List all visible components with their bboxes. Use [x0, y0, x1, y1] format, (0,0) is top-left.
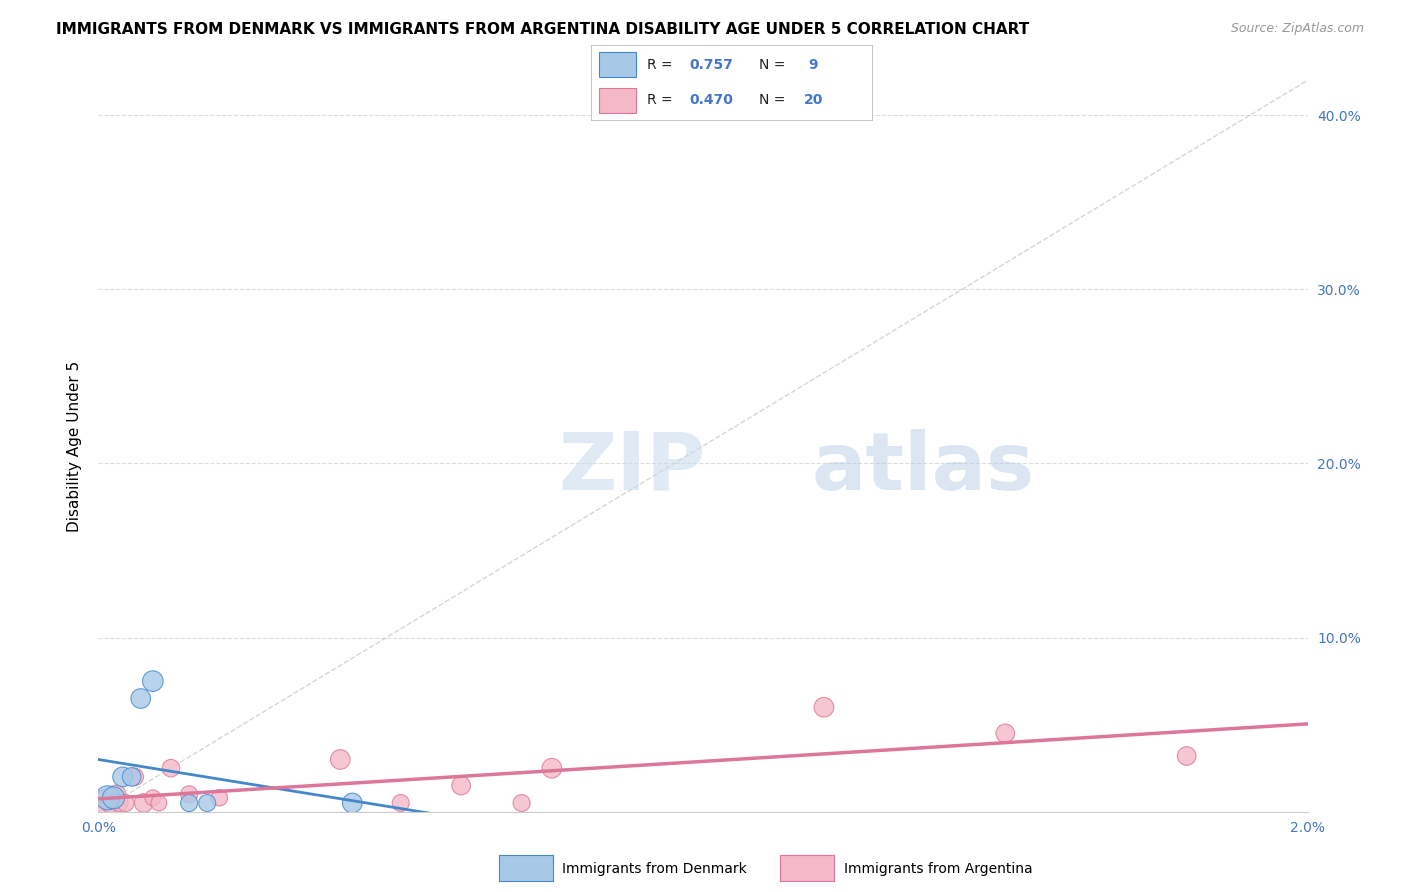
Point	[329, 752, 352, 766]
Text: N =: N =	[759, 58, 790, 71]
Point	[142, 790, 165, 805]
Point	[103, 790, 125, 805]
Point	[510, 796, 533, 810]
Point	[129, 691, 152, 706]
FancyBboxPatch shape	[599, 87, 636, 112]
Text: R =: R =	[647, 58, 676, 71]
Point	[96, 790, 118, 805]
Text: 0.757: 0.757	[689, 58, 733, 71]
Point	[208, 790, 231, 805]
Text: N =: N =	[759, 94, 790, 107]
FancyBboxPatch shape	[599, 52, 636, 78]
Point	[142, 674, 165, 689]
Point	[93, 796, 115, 810]
Point	[541, 761, 564, 775]
Point	[100, 796, 122, 810]
Point	[114, 796, 136, 810]
Point	[1175, 749, 1198, 764]
Point	[389, 796, 412, 810]
Text: 0.470: 0.470	[689, 94, 733, 107]
Point	[179, 796, 201, 810]
Point	[179, 787, 201, 801]
Text: Source: ZipAtlas.com: Source: ZipAtlas.com	[1230, 22, 1364, 36]
Text: 20: 20	[804, 94, 824, 107]
Point	[195, 796, 218, 810]
Point	[813, 700, 835, 714]
Point	[111, 770, 134, 784]
Text: Immigrants from Denmark: Immigrants from Denmark	[562, 862, 747, 876]
Point	[132, 796, 155, 810]
Text: ZIP: ZIP	[558, 429, 706, 507]
Point	[108, 796, 131, 810]
Point	[148, 796, 170, 810]
Point	[160, 761, 183, 775]
Point	[994, 726, 1017, 740]
Point	[342, 796, 364, 810]
Text: 9: 9	[804, 58, 818, 71]
Point	[105, 787, 128, 801]
Point	[450, 779, 472, 793]
Text: IMMIGRANTS FROM DENMARK VS IMMIGRANTS FROM ARGENTINA DISABILITY AGE UNDER 5 CORR: IMMIGRANTS FROM DENMARK VS IMMIGRANTS FR…	[56, 22, 1029, 37]
Point	[121, 770, 143, 784]
Text: Immigrants from Argentina: Immigrants from Argentina	[844, 862, 1032, 876]
Text: R =: R =	[647, 94, 676, 107]
Point	[124, 770, 146, 784]
Text: atlas: atlas	[811, 429, 1035, 507]
Y-axis label: Disability Age Under 5: Disability Age Under 5	[66, 360, 82, 532]
